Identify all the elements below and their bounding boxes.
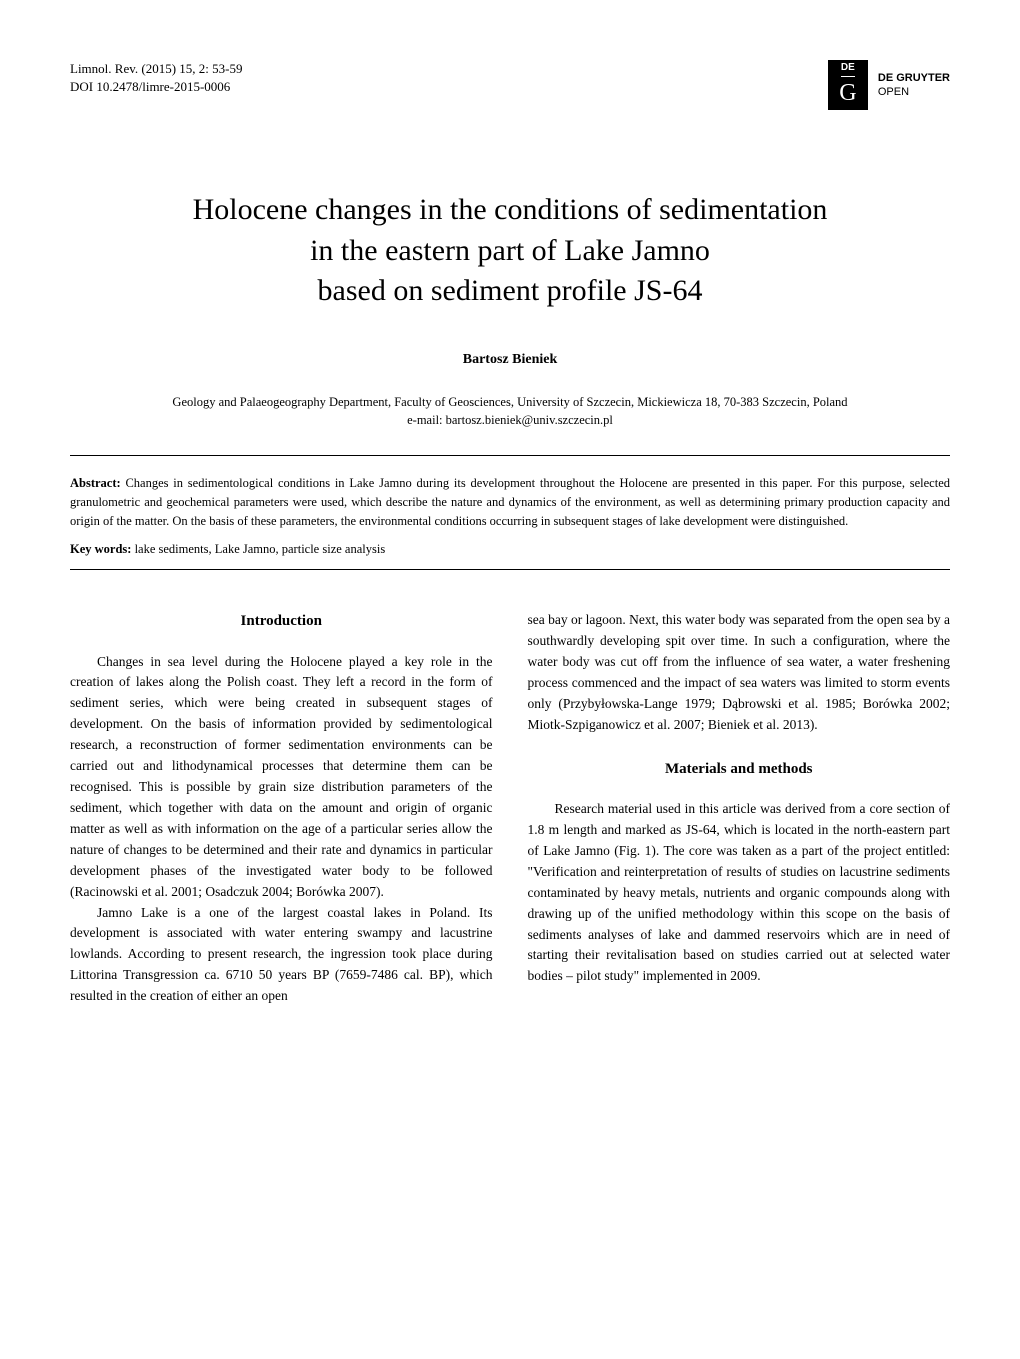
publisher-text: DE GRUYTER OPEN	[878, 71, 950, 100]
publisher-logo: DE G	[828, 60, 868, 110]
rule-top	[70, 455, 950, 456]
affiliation-text: Geology and Palaeogeography Department, …	[172, 395, 847, 409]
doi: DOI 10.2478/limre-2015-0006	[70, 78, 242, 96]
introduction-heading: Introduction	[70, 610, 493, 633]
keywords-block: Key words: lake sediments, Lake Jamno, p…	[70, 542, 950, 557]
keywords-text: lake sediments, Lake Jamno, particle siz…	[131, 542, 385, 556]
author-email: e-mail: bartosz.bieniek@univ.szczecin.pl	[407, 413, 613, 427]
materials-heading: Materials and methods	[528, 758, 951, 781]
title-line-2: in the eastern part of Lake Jamno	[310, 234, 710, 267]
abstract-text: Changes in sedimentological conditions i…	[70, 476, 950, 528]
publisher-open: OPEN	[878, 85, 950, 99]
rule-bottom	[70, 569, 950, 570]
introduction-paragraph-3: sea bay or lagoon. Next, this water body…	[528, 610, 951, 736]
author-name: Bartosz Bieniek	[70, 352, 950, 368]
abstract-label: Abstract:	[70, 476, 121, 490]
publisher-name: DE GRUYTER	[878, 71, 950, 85]
column-left: Introduction Changes in sea level during…	[70, 610, 493, 1007]
keywords-label: Key words:	[70, 542, 131, 556]
materials-paragraph-1: Research material used in this article w…	[528, 799, 951, 987]
article-title: Holocene changes in the conditions of se…	[70, 190, 950, 312]
introduction-paragraph-2: Jamno Lake is a one of the largest coast…	[70, 903, 493, 1008]
publisher-block: DE G DE GRUYTER OPEN	[828, 60, 950, 110]
body-columns: Introduction Changes in sea level during…	[70, 610, 950, 1007]
abstract-block: Abstract: Changes in sedimentological co…	[70, 474, 950, 530]
logo-bottom: G	[839, 79, 856, 108]
title-line-1: Holocene changes in the conditions of se…	[193, 193, 828, 226]
column-right: sea bay or lagoon. Next, this water body…	[528, 610, 951, 1007]
affiliation: Geology and Palaeogeography Department, …	[70, 393, 950, 431]
title-line-3: based on sediment profile JS-64	[318, 274, 703, 307]
header-row: Limnol. Rev. (2015) 15, 2: 53-59 DOI 10.…	[70, 60, 950, 110]
introduction-paragraph-1: Changes in sea level during the Holocene…	[70, 652, 493, 903]
journal-info: Limnol. Rev. (2015) 15, 2: 53-59 DOI 10.…	[70, 60, 242, 96]
journal-citation: Limnol. Rev. (2015) 15, 2: 53-59	[70, 60, 242, 78]
logo-top: DE	[841, 62, 855, 77]
